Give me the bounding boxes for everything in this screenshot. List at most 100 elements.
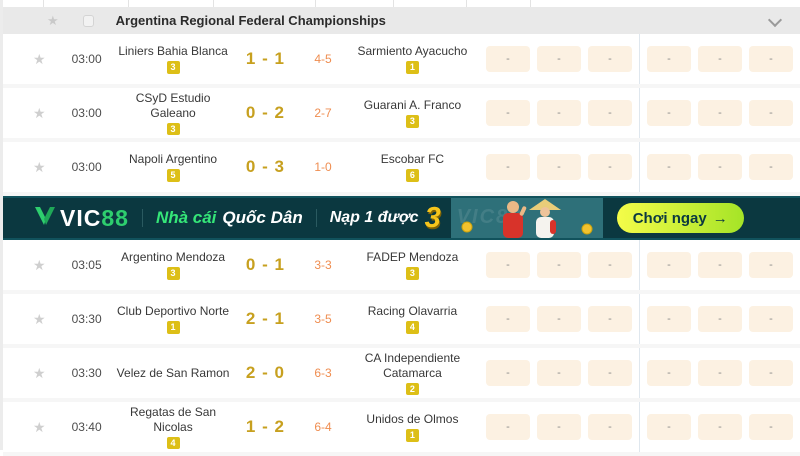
favorite-star-icon[interactable]: ★ (33, 419, 46, 435)
rows-bottom: ★ 03:05 Argentino Mendoza 3 0 - 1 3-3 FA… (3, 240, 800, 456)
brand-text: VIC (60, 204, 102, 231)
away-team-name: Guarani A. Franco (363, 98, 462, 113)
odds-cell[interactable]: - (697, 252, 742, 278)
odds-cell[interactable]: - (748, 154, 793, 180)
league-favorite-star-icon[interactable]: ★ (47, 13, 59, 28)
odds-cell[interactable]: - (748, 252, 793, 278)
odds-cell[interactable]: - (485, 306, 530, 332)
away-team-badge: 6 (405, 169, 419, 182)
odds-cell[interactable]: - (697, 306, 742, 332)
odds-cell[interactable]: - (485, 46, 530, 72)
odds-cell[interactable]: - (587, 252, 632, 278)
odds-cell[interactable]: - (646, 306, 691, 332)
odds-cell[interactable]: - (697, 154, 742, 180)
home-team[interactable]: Liniers Bahia Blanca 3 (116, 44, 229, 74)
home-team-name: Argentino Mendoza (121, 250, 226, 265)
odds-cell[interactable]: - (485, 100, 530, 126)
odds-cell[interactable]: - (646, 414, 691, 440)
odds-cell[interactable]: - (485, 252, 530, 278)
vic88-logo-v-icon (33, 204, 57, 233)
odds-cell[interactable]: - (587, 360, 632, 386)
odds-cell[interactable]: - (697, 46, 742, 72)
odds-cell[interactable]: - (587, 414, 632, 440)
home-team[interactable]: Velez de San Ramon (116, 365, 230, 381)
odds-cell[interactable]: - (587, 100, 632, 126)
odds-cell[interactable]: - (587, 306, 632, 332)
away-team[interactable]: Guarani A. Franco 3 (345, 98, 480, 128)
favorite-star-icon[interactable]: ★ (33, 51, 46, 67)
home-team-badge: 3 (166, 267, 180, 280)
odds-cell[interactable]: - (748, 360, 793, 386)
match-score[interactable]: 0 - 3 (245, 157, 285, 176)
banner-divider (141, 209, 143, 227)
odds-cell[interactable]: - (646, 252, 691, 278)
odds-cell[interactable]: - (485, 154, 530, 180)
odds-cell[interactable]: - (536, 252, 581, 278)
match-score[interactable]: 1 - 2 (245, 417, 285, 436)
odds-cell[interactable]: - (748, 46, 793, 72)
odds-cell[interactable]: - (748, 100, 793, 126)
cta-button[interactable]: Chơi ngay → (616, 203, 744, 233)
odds-cell[interactable]: - (697, 360, 742, 386)
home-team-name: Velez de San Ramon (116, 365, 230, 380)
match-score[interactable]: 0 - 2 (245, 103, 285, 122)
home-team[interactable]: Argentino Mendoza 3 (116, 250, 229, 280)
odds-cell[interactable]: - (697, 100, 742, 126)
banner-tagline: Nhà cái Quốc Dân (156, 208, 303, 228)
odds-cell[interactable]: - (536, 414, 581, 440)
league-header[interactable]: ★ Argentina Regional Federal Championshi… (3, 7, 800, 34)
odds-cell[interactable]: - (536, 306, 581, 332)
pin-icon[interactable] (82, 14, 94, 27)
away-team[interactable]: Racing Olavarria 4 (345, 304, 480, 334)
odds-cells: - - - - - - (480, 142, 800, 192)
favorite-star-icon[interactable]: ★ (33, 311, 46, 327)
home-team-name: CSyD Estudio Galeano (135, 90, 211, 120)
odds-cell[interactable]: - (536, 100, 581, 126)
odds-cell[interactable]: - (748, 306, 793, 332)
match-score[interactable]: 1 - 1 (245, 49, 285, 68)
favorite-star-icon[interactable]: ★ (33, 257, 46, 273)
odds-cell[interactable]: - (646, 100, 691, 126)
away-team[interactable]: FADEP Mendoza 3 (345, 250, 480, 280)
favorite-star-icon[interactable]: ★ (33, 365, 46, 381)
home-team[interactable]: Regatas de San Nicolas 4 (116, 405, 229, 450)
home-team-name: Napoli Argentino (129, 152, 218, 167)
odds-cell[interactable]: - (646, 46, 691, 72)
odds-cells: - - - - - - (480, 348, 800, 398)
home-team[interactable]: Napoli Argentino 5 (116, 152, 229, 182)
away-team[interactable]: Unidos de Olmos 1 (345, 412, 480, 442)
previous-row-edge (3, 0, 800, 7)
match-time: 03:00 (71, 106, 102, 120)
tagline-part-1: Nhà cái (155, 208, 217, 227)
odds-cell[interactable]: - (697, 414, 742, 440)
odds-cell[interactable]: - (485, 360, 530, 386)
odds-group-divider (638, 142, 640, 192)
match-row: ★ 03:40 Regatas de San Nicolas 4 1 - 2 6… (3, 402, 800, 456)
home-team[interactable]: Club Deportivo Norte 1 (116, 304, 229, 334)
promo-banner[interactable]: VIC 88 Nhà cái Quốc Dân Nạp 1 được 3 VIC88 (3, 196, 800, 240)
match-score[interactable]: 0 - 1 (245, 255, 285, 274)
odds-cell[interactable]: - (536, 360, 581, 386)
away-team[interactable]: Sarmiento Ayacucho 1 (345, 44, 480, 74)
banner-characters-illustration (461, 199, 593, 238)
match-score[interactable]: 2 - 1 (245, 309, 285, 328)
match-row: ★ 03:30 Velez de San Ramon 2 - 0 6-3 CA … (3, 348, 800, 402)
odds-cell[interactable]: - (536, 46, 581, 72)
away-team[interactable]: CA Independiente Catamarca 2 (345, 351, 480, 396)
odds-cell[interactable]: - (485, 414, 530, 440)
favorite-star-icon[interactable]: ★ (33, 159, 46, 175)
odds-cell[interactable]: - (587, 46, 632, 72)
chevron-down-icon[interactable] (767, 12, 783, 28)
odds-cell[interactable]: - (587, 154, 632, 180)
odds-cell[interactable]: - (748, 414, 793, 440)
match-score[interactable]: 2 - 0 (245, 363, 285, 382)
favorite-star-icon[interactable]: ★ (33, 105, 46, 121)
away-team[interactable]: Escobar FC 6 (345, 152, 480, 182)
odds-cell[interactable]: - (536, 154, 581, 180)
odds-group-divider (638, 402, 640, 452)
brand-suffix: 88 (101, 204, 129, 231)
home-team[interactable]: CSyD Estudio Galeano 3 (116, 91, 229, 136)
odds-cell[interactable]: - (646, 154, 691, 180)
odds-cell[interactable]: - (646, 360, 691, 386)
